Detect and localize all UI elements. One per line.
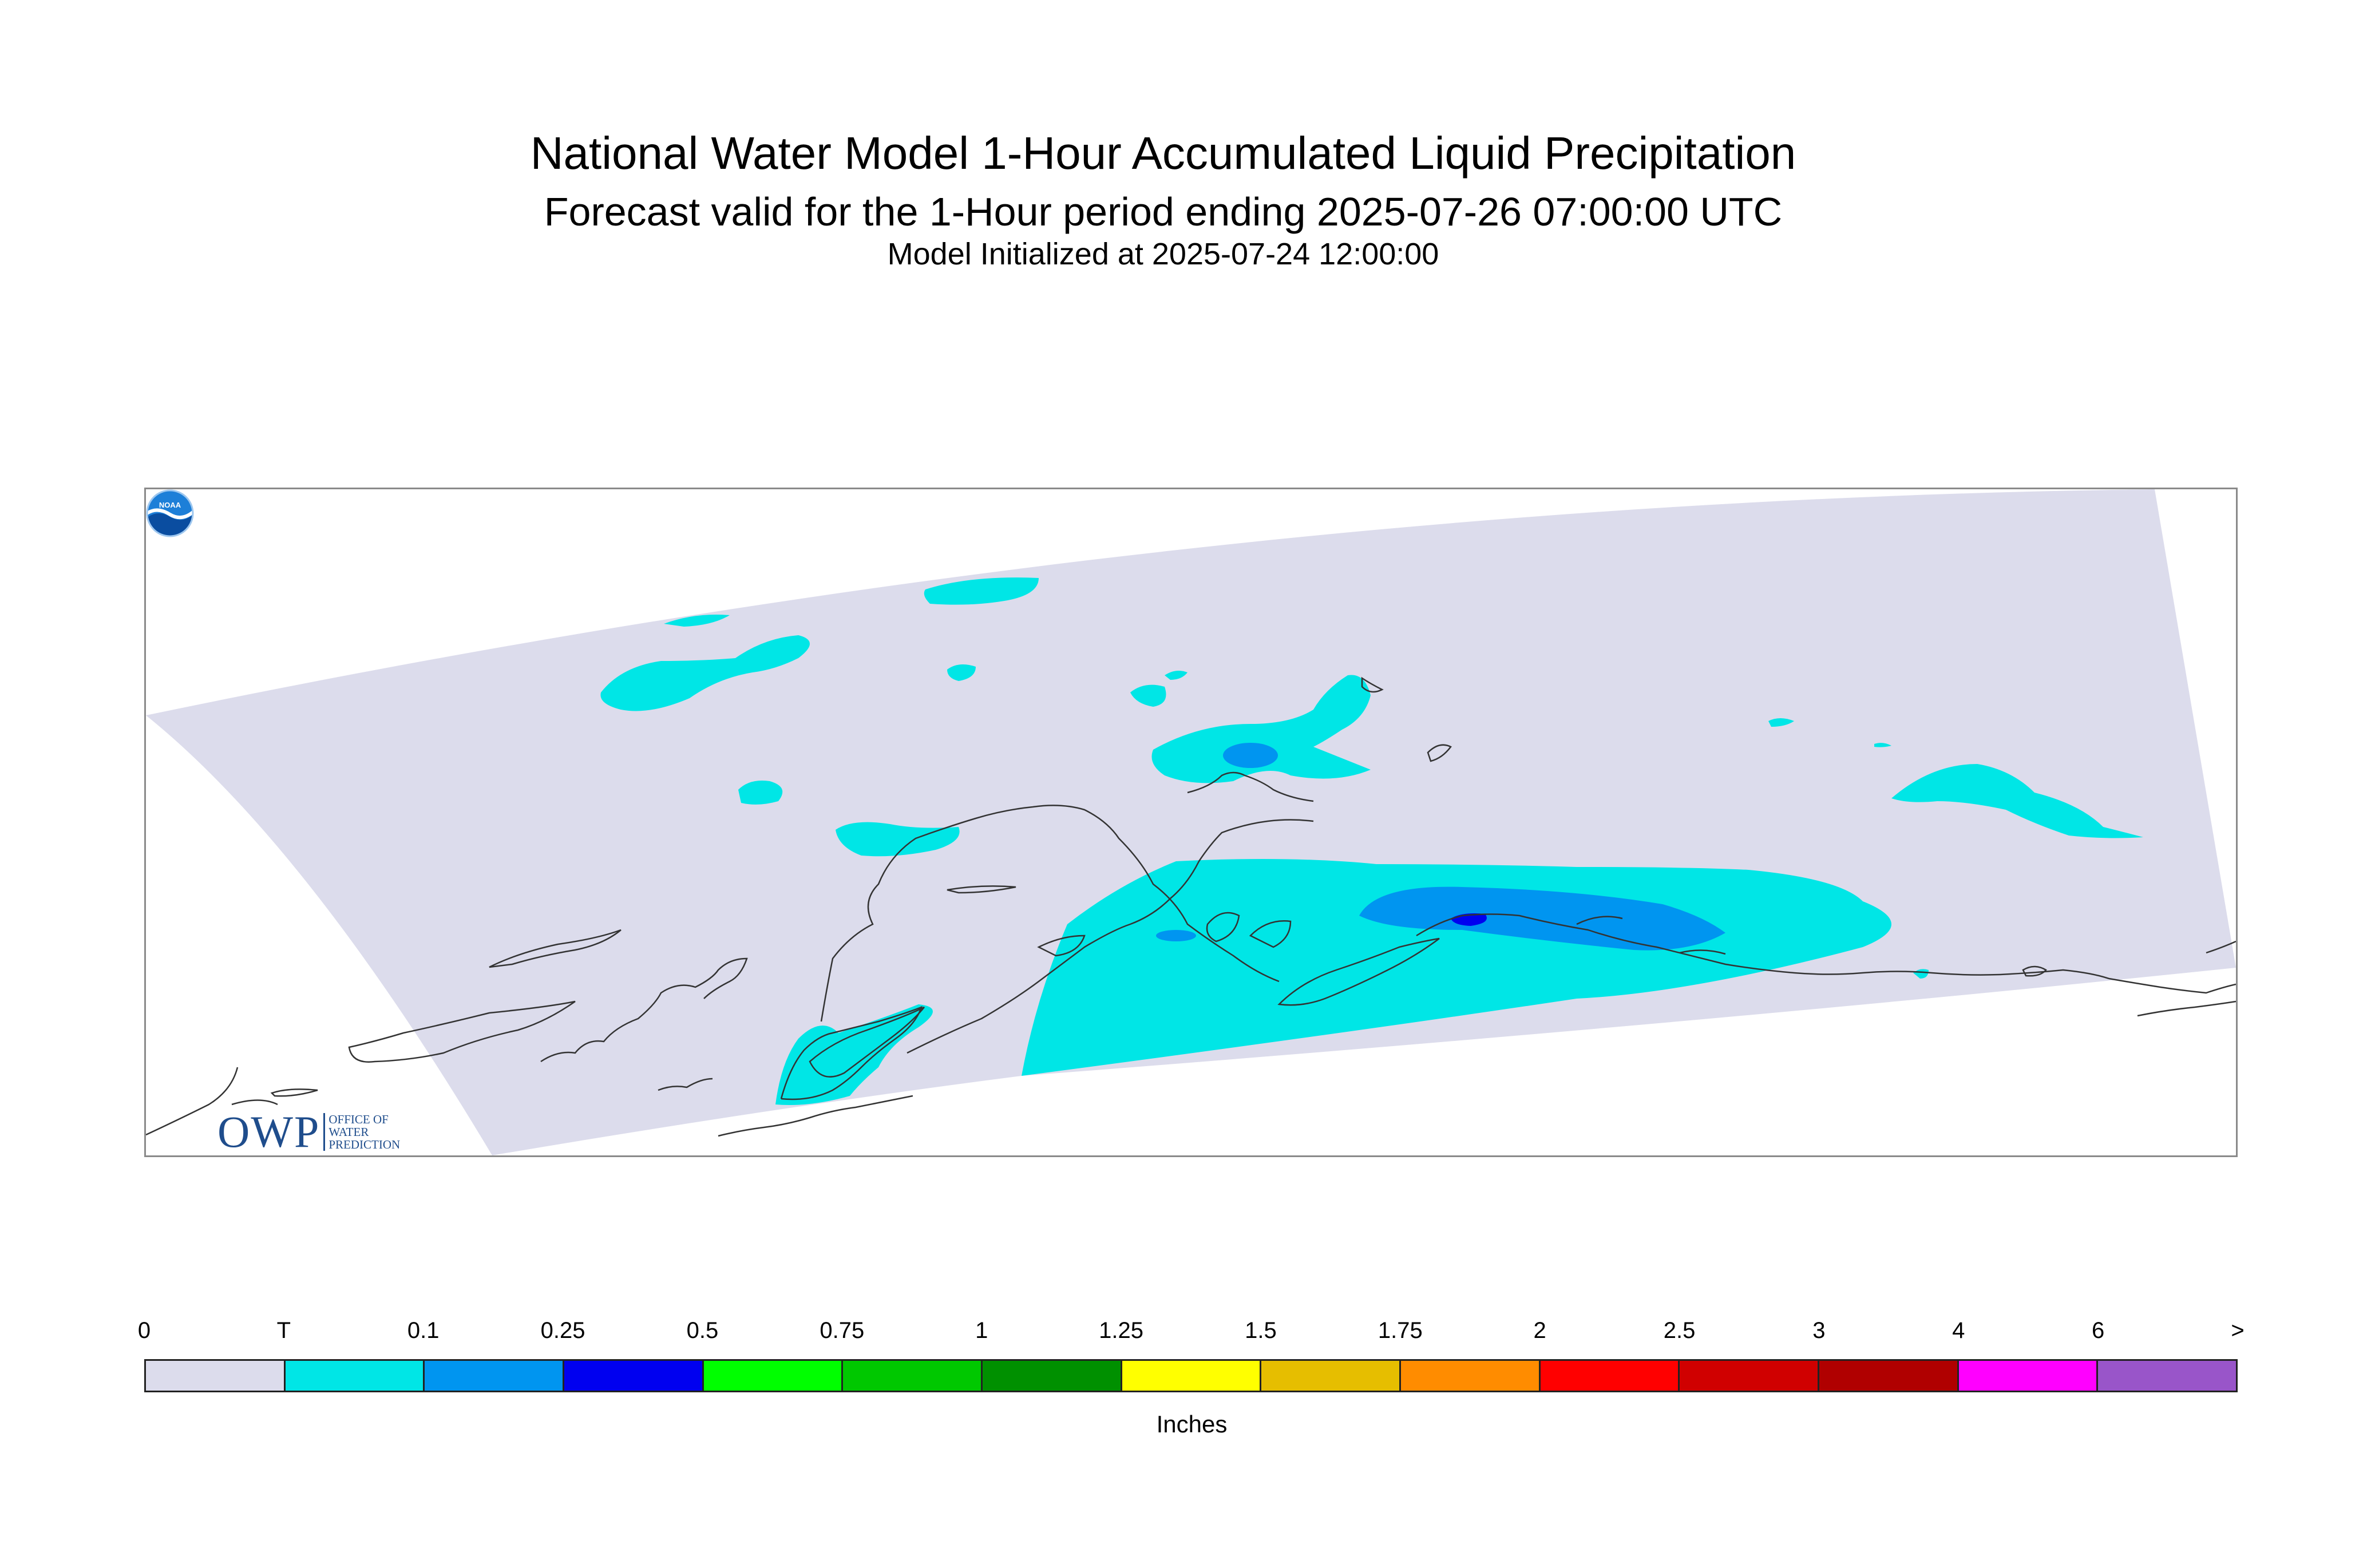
noaa-logo-icon: NOAA [146,489,194,537]
owp-logo-line2: WATER [328,1125,369,1139]
legend-tick-label: 1.5 [1245,1318,1277,1343]
coastlines [146,676,2236,1137]
map-canvas [146,489,2236,1155]
legend-tick-label: 0.5 [686,1318,719,1343]
legend-tick-label: 3 [1812,1318,1826,1343]
owp-logo: OWP OFFICE OF WATER PREDICTION [217,1106,400,1157]
legend-swatch [146,1361,286,1391]
legend-tick-label: 1.25 [1099,1318,1143,1343]
owp-logo-text: OFFICE OF WATER PREDICTION [323,1113,400,1151]
legend-tick-label: 2 [1533,1318,1546,1343]
legend-tick-label: 2.5 [1663,1318,1696,1343]
owp-logo-line1: OFFICE OF [328,1112,389,1126]
peninsula-outline [780,1005,923,1100]
legend-unit-label: Inches [1156,1411,1228,1438]
legend-tick-label: 0.75 [820,1318,865,1343]
legend-tick-label: T [276,1318,291,1343]
owp-logo-mark: OWP [217,1107,320,1157]
map-title: National Water Model 1-Hour Accumulated … [530,128,1796,179]
legend-swatch [1819,1361,1959,1391]
color-legend [144,1359,2238,1392]
legend-tick-label: > [2231,1318,2245,1343]
precipitation-map: OWP OFFICE OF WATER PREDICTION NOAA [144,488,2238,1157]
legend-tick-label: 6 [2092,1318,2105,1343]
legend-swatch [564,1361,704,1391]
map-subtitle: Forecast valid for the 1-Hour period end… [544,189,1783,234]
legend-swatch [1261,1361,1402,1391]
legend-tick-label: 1 [975,1318,988,1343]
model-domain [146,489,2236,1155]
noaa-logo-text: NOAA [159,501,181,509]
model-init-text: Model Initialized at 2025-07-24 12:00:00 [887,237,1439,271]
legend-swatch [2098,1361,2237,1391]
legend-swatch [425,1361,565,1391]
legend-swatch [1958,1361,2099,1391]
legend-tick-label: 4 [1952,1318,1965,1343]
legend-tick-label: 0 [137,1318,151,1343]
legend-swatch [285,1361,425,1391]
legend-swatch [983,1361,1122,1391]
precip-0.10-areas [1156,743,1725,951]
owp-logo-line3: PREDICTION [328,1138,401,1151]
legend-swatch [843,1361,983,1391]
legend-tick-label: 1.75 [1378,1318,1423,1343]
legend-tick-label: 0.25 [540,1318,585,1343]
legend-swatch [703,1361,844,1391]
legend-tick-label: 0.1 [407,1318,440,1343]
legend-swatch [1401,1361,1541,1391]
legend-swatch [1680,1361,1820,1391]
legend-swatch [1122,1361,1262,1391]
legend-swatch [1540,1361,1680,1391]
